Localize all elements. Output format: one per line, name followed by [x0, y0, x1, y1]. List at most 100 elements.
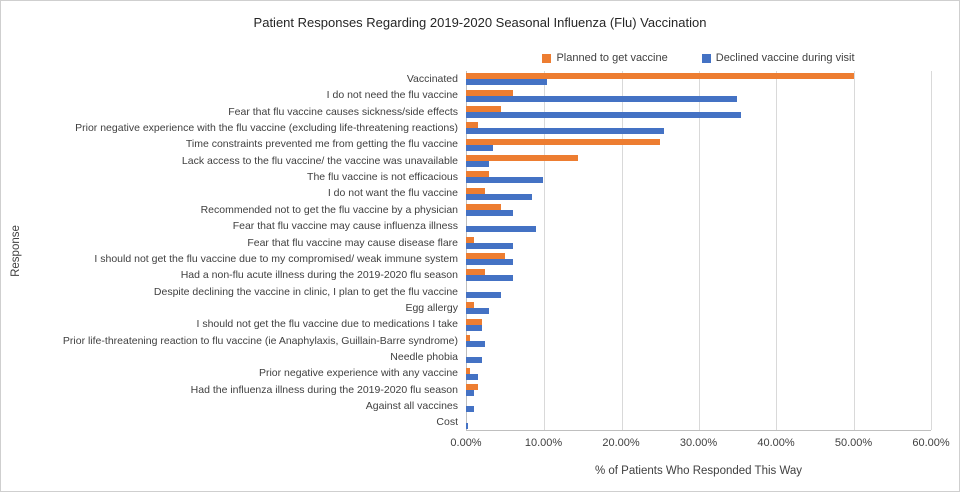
bar-group [466, 235, 931, 251]
bar-declined [466, 390, 474, 396]
bar-declined [466, 340, 486, 347]
category-label: Needle phobia [390, 351, 458, 364]
chart-row: Cost [1, 415, 959, 431]
bar-group [466, 218, 931, 234]
chart-row: Fear that flu vaccine causes sickness/si… [1, 104, 959, 120]
chart-row: Fear that flu vaccine may cause disease … [1, 235, 959, 251]
bar-group [466, 71, 931, 87]
bar-declined [466, 406, 474, 413]
category-label: Prior life-threatening reaction to flu v… [62, 334, 458, 347]
category-label: Prior negative experience with any vacci… [258, 367, 458, 380]
legend-item-planned: Planned to get vaccine [542, 52, 668, 64]
bar-planned [466, 89, 513, 96]
x-tick-label: 10.00% [524, 437, 563, 449]
bar-planned [466, 187, 486, 194]
bar-group [466, 202, 931, 218]
gridline [853, 71, 855, 430]
gridline [931, 71, 932, 430]
chart-row: Lack access to the flu vaccine/ the vacc… [1, 153, 959, 169]
category-label: Fear that flu vaccine causes sickness/si… [228, 105, 458, 118]
bar-group [466, 169, 931, 185]
bar-planned [466, 171, 490, 178]
bar-group [466, 398, 931, 414]
bar-planned [466, 334, 470, 341]
bar-declined [466, 177, 544, 184]
bar-declined [466, 373, 478, 380]
category-label: Against all vaccines [365, 400, 458, 413]
category-label: Had the influenza illness during the 201… [190, 383, 458, 396]
legend: Planned to get vaccine Declined vaccine … [466, 52, 931, 64]
bar-planned [466, 318, 482, 325]
category-label: Time constraints prevented me from getti… [185, 138, 458, 151]
chart-row: Time constraints prevented me from getti… [1, 136, 959, 152]
x-tick-label: 0.00% [450, 437, 482, 449]
category-label: Lack access to the flu vaccine/ the vacc… [181, 154, 458, 167]
bar-group [466, 316, 931, 332]
chart-row: Recommended not to get the flu vaccine b… [1, 202, 959, 218]
chart-row: Needle phobia [1, 349, 959, 365]
bar-group [466, 120, 931, 136]
bar-declined [466, 242, 513, 249]
bar-planned [466, 367, 470, 374]
bar-group [466, 415, 931, 431]
chart-row: Had a non-flu acute illness during the 2… [1, 267, 959, 283]
bar-declined [466, 324, 482, 331]
x-tick-label: 50.00% [834, 437, 873, 449]
bar-declined [466, 291, 501, 298]
category-label: Despite declining the vaccine in clinic,… [153, 285, 458, 298]
bar-declined [466, 422, 469, 429]
bar-planned [466, 384, 478, 390]
bar-declined [466, 226, 536, 233]
bar-declined [466, 210, 513, 217]
bar-planned [466, 105, 501, 112]
bar-group [466, 267, 931, 283]
bar-planned [466, 236, 474, 243]
bar-group [466, 333, 931, 349]
bar-group [466, 87, 931, 103]
legend-item-declined: Declined vaccine during visit [701, 52, 855, 64]
chart-row: The flu vaccine is not efficacious [1, 169, 959, 185]
bar-group [466, 153, 931, 169]
bar-group [466, 349, 931, 365]
category-label: I should not get the flu vaccine due to … [196, 318, 459, 331]
bar-group [466, 104, 931, 120]
bar-group [466, 365, 931, 381]
bar-declined [466, 308, 490, 315]
category-label: Egg allergy [405, 301, 458, 314]
chart-row: Despite declining the vaccine in clinic,… [1, 284, 959, 300]
legend-label-declined: Declined vaccine during visit [715, 52, 855, 64]
chart-row: I do not need the flu vaccine [1, 87, 959, 103]
gridline [621, 71, 623, 430]
gridline [699, 71, 700, 430]
chart-row: Prior negative experience with the flu v… [1, 120, 959, 136]
bar-planned [466, 204, 501, 211]
gridline [776, 71, 778, 430]
category-label: Had a non-flu acute illness during the 2… [180, 269, 458, 282]
bar-planned [466, 154, 579, 161]
bar-group [466, 136, 931, 152]
category-label: I should not get the flu vaccine due to … [94, 252, 458, 265]
x-tick-label: 20.00% [602, 437, 640, 449]
chart-row: Egg allergy [1, 300, 959, 316]
plot-area [466, 71, 932, 431]
chart-row: Against all vaccines [1, 398, 959, 414]
category-label: The flu vaccine is not efficacious [307, 171, 458, 184]
bar-planned [466, 302, 474, 309]
bar-declined [466, 128, 664, 135]
bar-declined [466, 79, 548, 86]
chart-row: Vaccinated [1, 71, 959, 87]
category-label: Fear that flu vaccine may cause influenz… [232, 220, 458, 233]
category-label: Vaccinated [406, 72, 458, 85]
category-label: Recommended not to get the flu vaccine b… [200, 203, 458, 216]
chart-row: Fear that flu vaccine may cause influenz… [1, 218, 959, 234]
bar-group [466, 251, 931, 267]
x-tick-label: 40.00% [757, 437, 795, 449]
bar-group [466, 300, 931, 316]
legend-label-planned: Planned to get vaccine [556, 52, 668, 64]
x-axis-ticks: 0.00% 10.00% 20.00% 30.00% 40.00% 50.00% 60.00… [450, 437, 949, 451]
bar-planned [466, 269, 486, 276]
category-label: I do not want the flu vaccine [327, 187, 458, 200]
chart-row: Had the influenza illness during the 201… [1, 382, 959, 398]
legend-swatch-planned [542, 53, 552, 63]
